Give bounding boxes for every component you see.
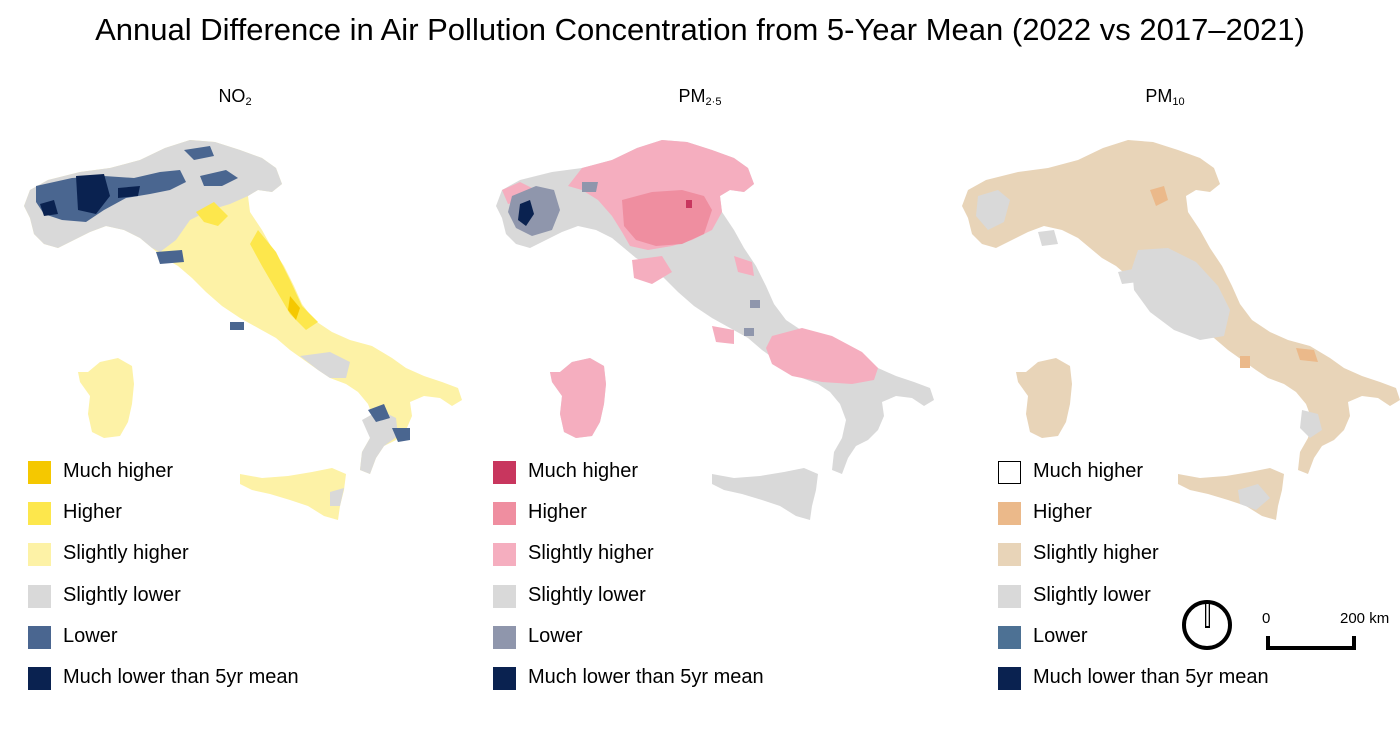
map-no2 [24,140,462,520]
map-pm25 [496,140,934,520]
panel-title-sub: 2 [245,96,252,108]
legend-swatch [998,502,1021,526]
legend-label: Lower [1033,624,1088,647]
legend-swatch [998,584,1021,608]
legend-swatch [493,543,516,567]
legend-label: Slightly lower [63,583,181,606]
legend-swatch [998,461,1021,484]
panel-title-pm25: PM2·5 [465,86,935,108]
panel-pm10: PM10 [930,0,1400,730]
panel-title-sub: 2·5 [705,96,722,108]
legend-swatch [493,461,516,484]
scale-bar-line [1266,636,1356,650]
north-arrow-icon [1182,600,1232,650]
legend-swatch [998,625,1021,649]
panel-title-pm10: PM10 [930,86,1400,108]
map-pm10 [962,140,1400,520]
panel-pm25: PM2·5 [465,0,935,730]
legend-label: Lower [63,624,118,647]
map-title: Annual Difference in Air Pollution Conce… [95,12,1305,47]
legend-swatch [493,625,516,649]
legend-swatch [998,666,1021,690]
legend-swatch [493,584,516,608]
legend-label: Much lower than 5yr mean [528,665,764,688]
legend-swatch [28,543,51,567]
legend-label: Much lower than 5yr mean [63,665,299,688]
legend-swatch [998,543,1021,567]
scale-end-label: 200 km [1340,610,1390,627]
panel-title-sub: 10 [1172,96,1185,108]
panel-title-main: NO [218,86,246,106]
legend-label: Much lower than 5yr mean [1033,665,1269,688]
legend-swatch [28,666,51,690]
legend-label: Slightly higher [1033,542,1159,565]
legend-label: Much higher [63,460,174,482]
legend-label: Slightly lower [1033,583,1151,606]
legend-swatch [493,502,516,526]
legend-swatch [493,666,516,690]
legend-swatch [28,584,51,608]
legend-label: Much higher [528,460,639,482]
legend-label: Slightly higher [63,542,189,565]
legend-label: Slightly lower [528,583,646,606]
legend-label: Lower [528,624,583,647]
legend-swatch [28,625,51,649]
panel-title-main: PM [1145,86,1173,106]
panel-no2: NO2 [0,0,470,730]
legend-label: Much higher [1033,460,1144,482]
legend-swatch [28,502,51,526]
legend-swatch [28,461,51,484]
legend-label: Slightly higher [528,542,654,565]
legend-label: Higher [63,501,122,524]
scale-start-label: 0 [1262,610,1271,627]
panel-title-no2: NO2 [0,86,470,108]
legend-label: Higher [528,501,587,524]
scale-bar: 0 200 km [1258,608,1398,658]
panel-title-main: PM [678,86,706,106]
legend-label: Higher [1033,501,1092,524]
